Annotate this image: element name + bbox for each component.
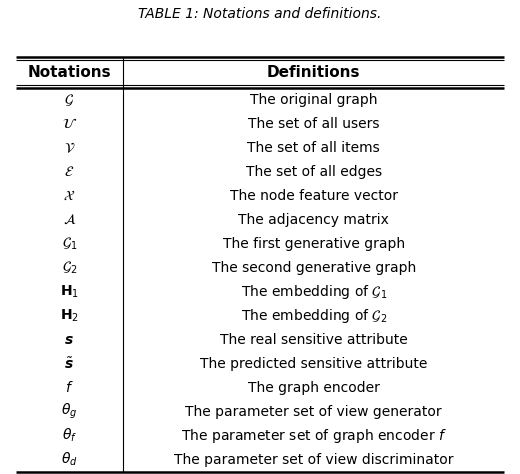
Text: $\mathcal{U}$: $\mathcal{U}$ <box>62 117 77 131</box>
Text: Notations: Notations <box>28 65 111 80</box>
Text: TABLE 1: Notations and definitions.: TABLE 1: Notations and definitions. <box>138 7 382 21</box>
Text: $\tilde{\boldsymbol{s}}$: $\tilde{\boldsymbol{s}}$ <box>64 356 74 372</box>
Text: $\mathcal{G}$: $\mathcal{G}$ <box>64 92 74 108</box>
Text: $\theta_g$: $\theta_g$ <box>61 402 77 421</box>
Text: $\mathcal{X}$: $\mathcal{X}$ <box>63 189 75 203</box>
Text: The adjacency matrix: The adjacency matrix <box>238 213 389 227</box>
Text: $\mathbf{H}_1$: $\mathbf{H}_1$ <box>60 283 79 300</box>
Text: $\theta_d$: $\theta_d$ <box>61 451 77 468</box>
Text: $\boldsymbol{s}$: $\boldsymbol{s}$ <box>64 333 74 347</box>
Text: $\theta_f$: $\theta_f$ <box>62 427 77 444</box>
Text: The embedding of $\mathcal{G}_2$: The embedding of $\mathcal{G}_2$ <box>241 307 387 325</box>
Text: The parameter set of view generator: The parameter set of view generator <box>186 405 442 419</box>
Text: The predicted sensitive attribute: The predicted sensitive attribute <box>200 357 427 371</box>
Text: The set of all users: The set of all users <box>248 117 380 131</box>
Text: The parameter set of view discriminator: The parameter set of view discriminator <box>174 453 453 466</box>
Text: $\mathcal{A}$: $\mathcal{A}$ <box>63 213 76 227</box>
Text: The node feature vector: The node feature vector <box>230 189 398 203</box>
Text: $\mathcal{V}$: $\mathcal{V}$ <box>63 141 75 155</box>
Text: $\mathcal{G}_2$: $\mathcal{G}_2$ <box>62 260 77 276</box>
Text: Definitions: Definitions <box>267 65 360 80</box>
Text: The embedding of $\mathcal{G}_1$: The embedding of $\mathcal{G}_1$ <box>241 283 387 301</box>
Text: The set of all edges: The set of all edges <box>246 165 382 179</box>
Text: $\mathbf{H}_2$: $\mathbf{H}_2$ <box>60 308 79 324</box>
Text: The set of all items: The set of all items <box>248 141 380 155</box>
Text: The original graph: The original graph <box>250 93 378 107</box>
Text: The graph encoder: The graph encoder <box>248 381 380 395</box>
Text: The first generative graph: The first generative graph <box>223 237 405 251</box>
Text: $f$: $f$ <box>65 380 74 395</box>
Text: The real sensitive attribute: The real sensitive attribute <box>220 333 408 347</box>
Text: $\mathcal{E}$: $\mathcal{E}$ <box>64 165 74 179</box>
Text: The parameter set of graph encoder $f$: The parameter set of graph encoder $f$ <box>181 427 447 445</box>
Text: $\mathcal{G}_1$: $\mathcal{G}_1$ <box>62 236 77 252</box>
Text: The second generative graph: The second generative graph <box>212 261 416 275</box>
